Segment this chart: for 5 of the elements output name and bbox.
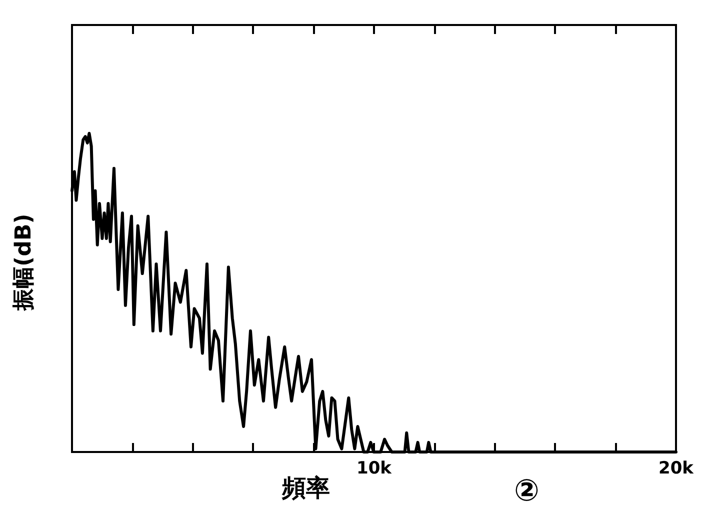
y-axis-title: 振幅(dB) (12, 214, 36, 312)
x-axis-title: 頻率 (281, 474, 330, 502)
x-tick-label: 10k (356, 458, 392, 478)
x-tick-label: 20k (658, 458, 694, 478)
text: ② (514, 474, 540, 508)
